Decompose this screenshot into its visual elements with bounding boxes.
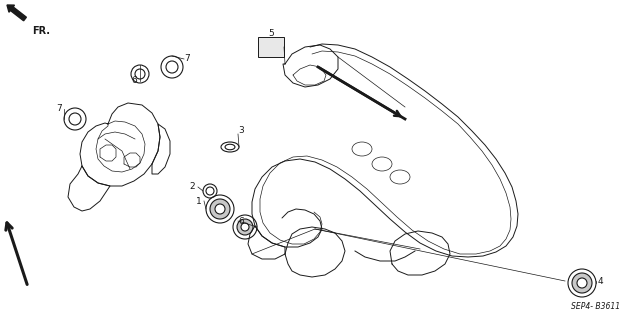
Text: 6: 6 bbox=[131, 77, 137, 85]
Text: FR.: FR. bbox=[32, 26, 50, 36]
Text: 7: 7 bbox=[184, 55, 189, 63]
Circle shape bbox=[215, 204, 225, 214]
Circle shape bbox=[241, 223, 249, 231]
Text: 5: 5 bbox=[268, 28, 274, 38]
Circle shape bbox=[572, 273, 592, 293]
FancyBboxPatch shape bbox=[258, 37, 284, 57]
Text: 6: 6 bbox=[238, 217, 244, 226]
Text: 3: 3 bbox=[238, 127, 244, 136]
Text: 4: 4 bbox=[598, 277, 604, 286]
Text: 1: 1 bbox=[196, 197, 202, 205]
Text: 7: 7 bbox=[56, 105, 62, 114]
Text: 2: 2 bbox=[189, 182, 195, 191]
Circle shape bbox=[577, 278, 587, 288]
Circle shape bbox=[210, 199, 230, 219]
Circle shape bbox=[237, 219, 253, 235]
FancyArrow shape bbox=[7, 5, 26, 21]
Text: SEP4- B3611: SEP4- B3611 bbox=[571, 302, 620, 311]
